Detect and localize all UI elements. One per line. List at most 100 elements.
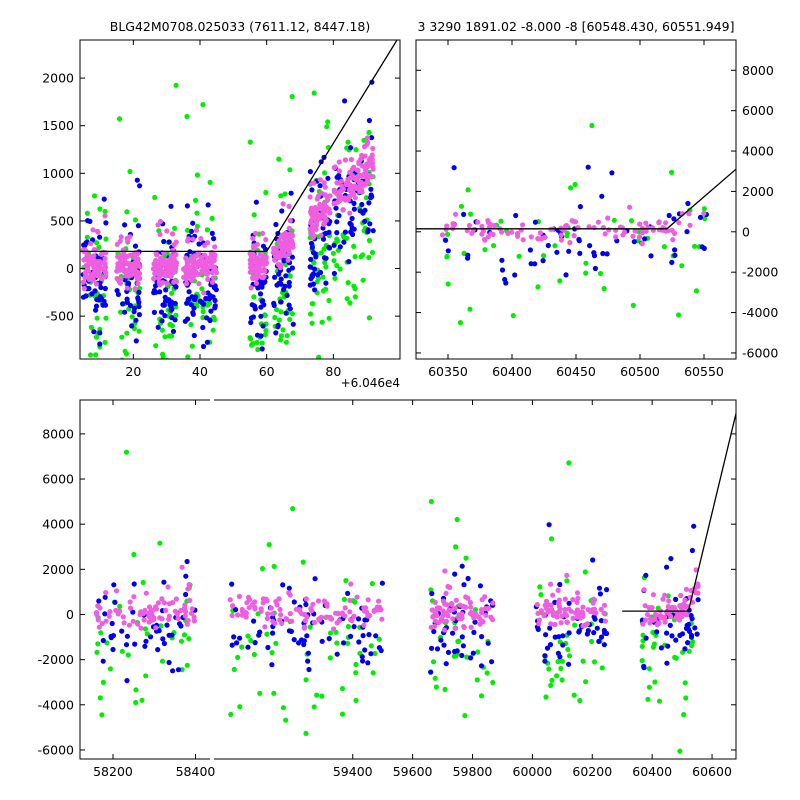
data-point [541,612,547,618]
data-point [152,283,159,289]
data-point [209,215,215,221]
data-point [259,566,266,572]
data-point [286,267,292,273]
data-point [475,614,482,620]
model-line [416,168,736,230]
data-point [133,262,139,268]
data-point [115,261,121,267]
data-point [619,225,625,231]
data-point [96,598,102,604]
data-point [558,620,564,626]
data-point [174,611,180,617]
data-point [187,269,194,275]
data-point [285,257,291,263]
data-point [84,210,90,216]
data-point [560,642,566,648]
y-tick-label: 6000 [42,472,74,487]
x-tick-label: 59800 [453,764,493,779]
data-point [577,204,583,210]
data-point [327,655,333,661]
data-point [532,261,538,267]
data-point [558,225,564,231]
data-point [480,228,486,234]
data-point [153,343,159,349]
data-point [229,642,235,648]
data-point [352,294,358,300]
data-point [250,274,256,280]
data-point [686,211,692,217]
data-point [237,704,243,710]
data-point [308,240,315,246]
data-point [158,257,164,263]
data-point [456,638,462,644]
data-point [283,616,289,622]
data-point [314,196,320,202]
data-point [358,156,364,162]
data-point [148,634,154,640]
data-point [141,617,147,623]
data-point [438,616,445,622]
data-point [93,281,99,287]
data-point [471,629,477,635]
data-point [548,682,554,688]
data-point [457,320,463,326]
data-point [278,299,284,305]
data-point [527,247,533,253]
data-point [183,573,189,579]
data-point [312,224,318,230]
data-point [200,314,206,321]
data-point [512,272,518,278]
data-point [184,203,190,209]
data-point [340,186,346,192]
data-point [199,286,205,292]
data-point [273,330,279,336]
data-point [326,229,332,235]
data-point [450,616,456,622]
y-tick-label: 500 [50,213,74,228]
data-point [321,210,327,216]
data-point [351,206,357,212]
x-tick-label: 20 [125,364,141,379]
data-point [94,228,101,234]
data-point [271,302,277,308]
data-point [309,320,315,326]
data-point [444,231,451,237]
data-point [688,632,695,638]
data-point [347,597,353,603]
data-point [283,236,289,243]
data-point [159,616,165,622]
data-point [166,632,172,638]
data-point [117,361,122,366]
data-point [184,662,190,668]
data-point [664,564,670,570]
data-point [93,307,99,313]
data-point [466,222,472,229]
data-point [682,597,688,603]
pink-series [80,135,376,296]
data-point [440,598,446,604]
data-point [98,295,104,301]
data-point [303,730,309,736]
data-point [286,628,292,634]
data-point [314,692,320,698]
data-point [538,608,544,614]
data-point [308,205,315,211]
data-point [113,607,119,613]
y-tick-label: 2000 [42,562,74,577]
data-point [138,625,144,631]
data-point [343,578,349,584]
data-point [591,630,597,636]
data-point [576,238,582,244]
data-point [339,711,346,717]
data-point [142,626,148,632]
data-point [574,599,580,605]
data-point [656,620,662,626]
data-point [127,234,133,240]
data-point [191,618,197,624]
data-point [662,617,668,623]
data-point [318,214,324,220]
data-point [127,302,134,309]
data-point [477,583,483,589]
data-point [369,581,375,587]
data-point [590,557,596,563]
